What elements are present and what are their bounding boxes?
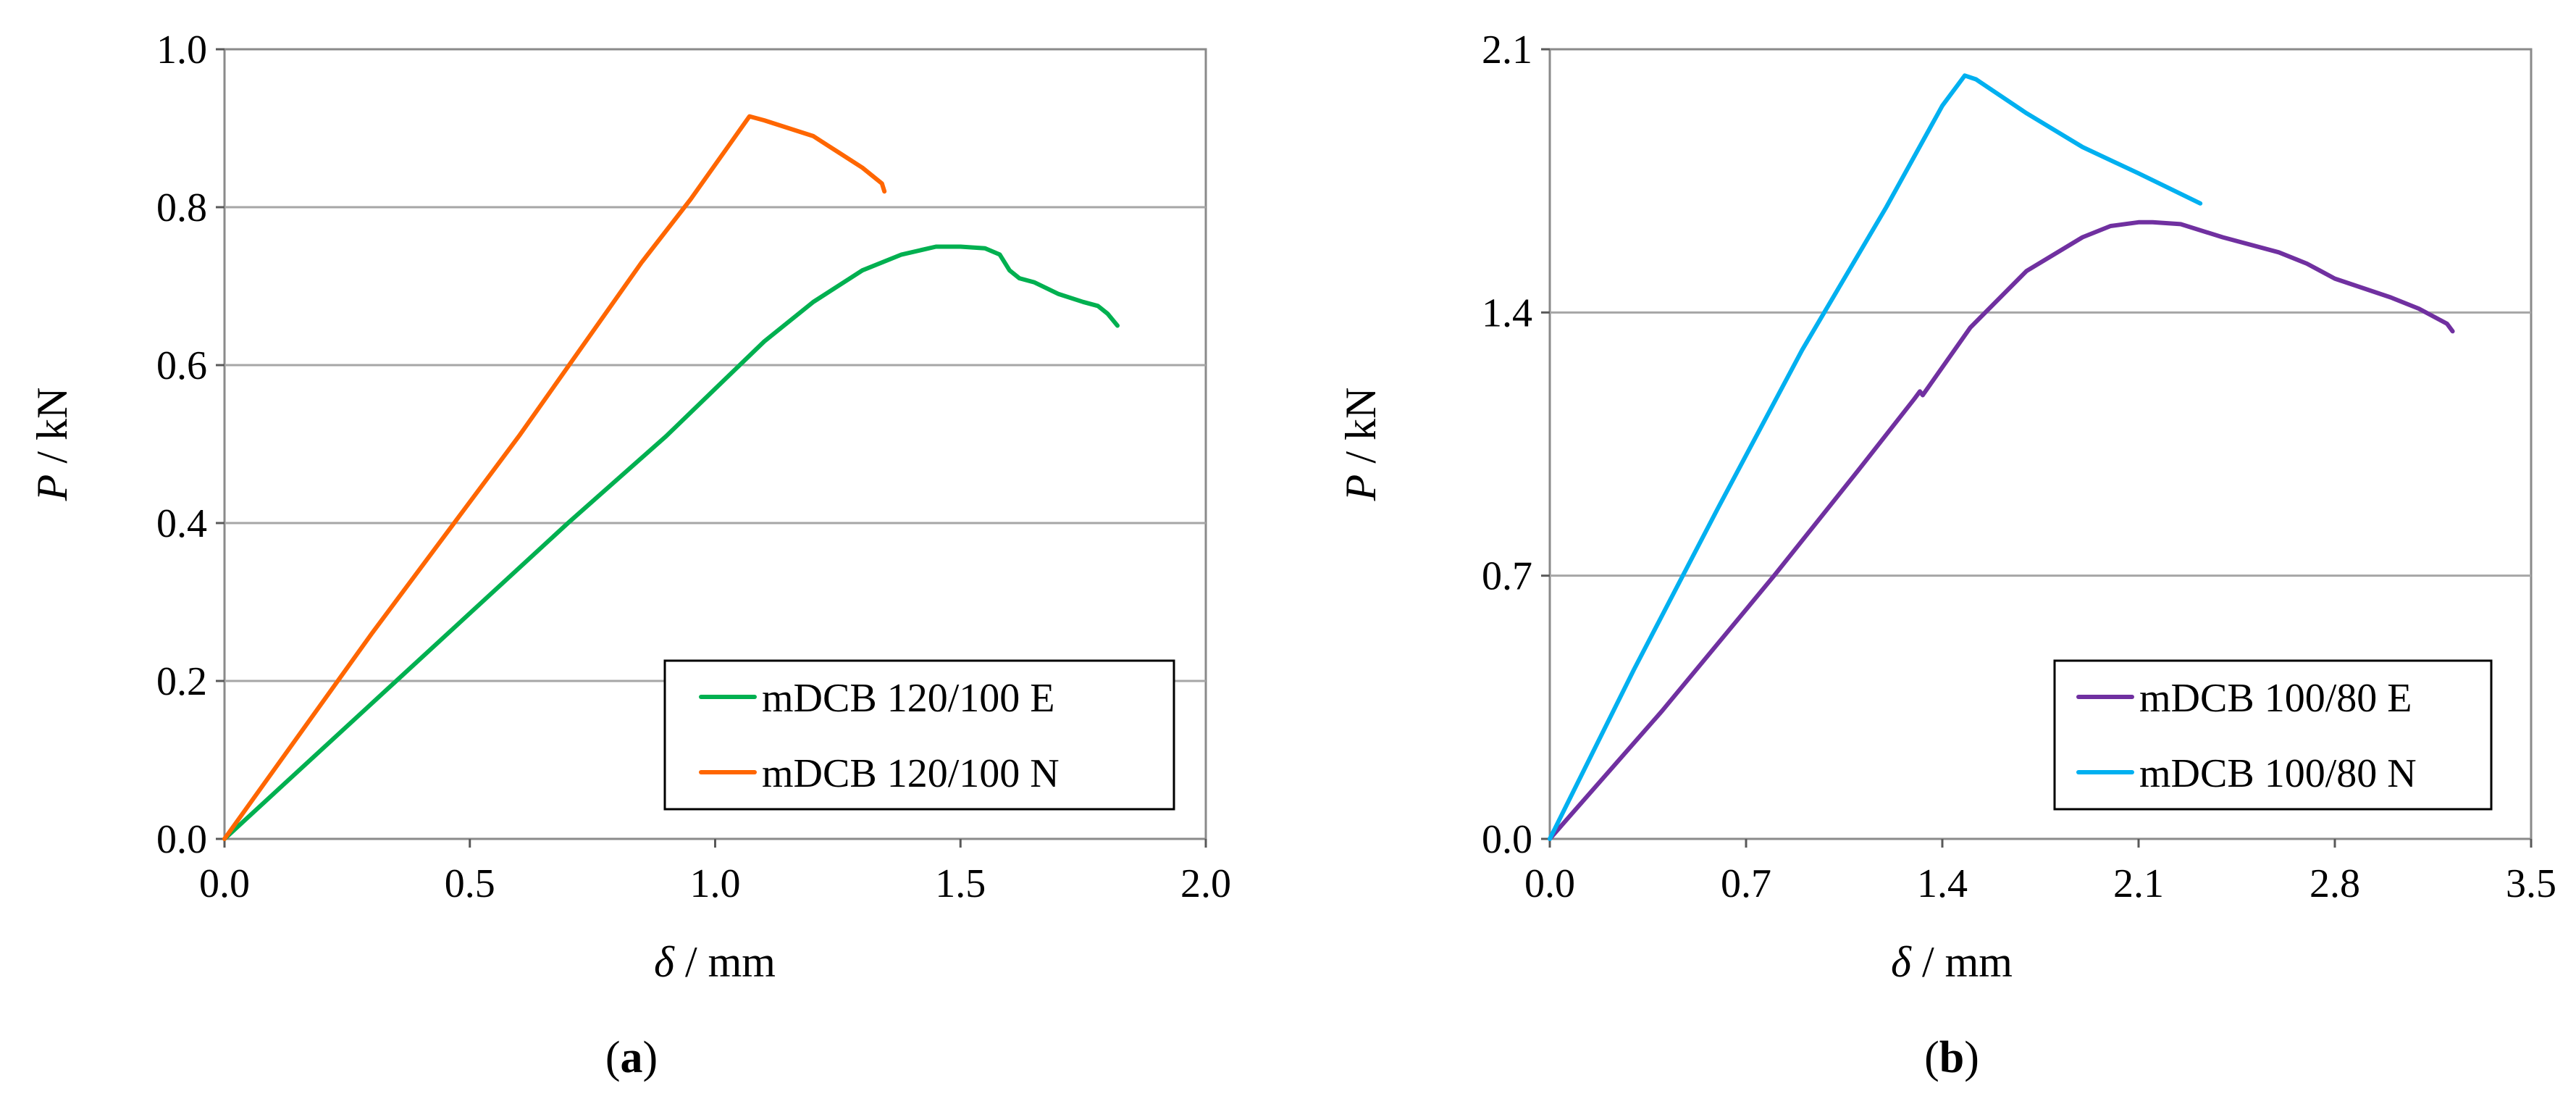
x-tick-label: 0.0 xyxy=(199,861,250,906)
chart-b: 0.0 0.7 1.4 2.1 2.8 3.5 0.0 0.7 1.4 2.1 δ / mm P… xyxy=(1337,28,2556,1082)
x-tick-label: 0.5 xyxy=(445,861,495,906)
x-axis-symbol: δ xyxy=(654,938,675,986)
x-tick-label: 1.4 xyxy=(1917,861,1968,906)
series-line xyxy=(222,244,1120,841)
tick-marks xyxy=(216,48,1207,848)
x-axis-symbol: δ xyxy=(1891,938,1912,986)
panel-label: (a) xyxy=(605,1033,658,1082)
series-line xyxy=(222,114,887,841)
legend-box xyxy=(2053,659,2493,811)
series-lines xyxy=(222,114,1120,841)
y-tick-labels: 0.0 0.2 0.4 0.6 0.8 1.0 xyxy=(156,28,207,862)
x-axis-unit: / mm xyxy=(674,938,776,986)
y-tick-label: 0.8 xyxy=(156,185,207,230)
gridlines xyxy=(1550,311,2531,577)
x-tick-label: 0.0 xyxy=(1524,861,1575,906)
x-tick-label: 2.1 xyxy=(2113,861,2164,906)
x-tick-label: 1.5 xyxy=(935,861,986,906)
y-tick-label: 0.7 xyxy=(1482,554,1532,599)
y-tick-label: 1.4 xyxy=(1482,290,1532,335)
y-tick-label: 0.4 xyxy=(156,501,207,546)
panel-label: (b) xyxy=(1924,1033,1979,1082)
y-tick-label: 0.0 xyxy=(1482,817,1532,862)
y-tick-label: 2.1 xyxy=(1482,28,1532,72)
x-tick-labels: 0.0 0.7 1.4 2.1 2.8 3.5 xyxy=(1524,861,2556,906)
x-tick-label: 2.0 xyxy=(1180,861,1231,906)
y-tick-label: 0.6 xyxy=(156,343,207,388)
x-tick-label: 0.7 xyxy=(1721,861,1771,906)
y-axis-symbol: P xyxy=(1337,475,1385,502)
y-axis-unit: / kN xyxy=(1337,388,1385,475)
legend-label: mDCB 120/100 N xyxy=(762,751,1060,796)
y-tick-label: 0.0 xyxy=(156,817,207,862)
panel-letter: b xyxy=(1939,1033,1964,1082)
y-tick-label: 1.0 xyxy=(156,28,207,72)
x-tick-label: 2.8 xyxy=(2309,861,2360,906)
chart-a: 0.0 0.5 1.0 1.5 2.0 0.0 0.2 0.4 0.6 0.8 1.0 δ / m… xyxy=(28,28,1231,1082)
y-axis-label: P / kN xyxy=(1337,388,1385,502)
series-line xyxy=(1548,220,2455,841)
legend: mDCB 100/80 E mDCB 100/80 N xyxy=(2053,659,2493,811)
x-axis-label: δ / mm xyxy=(654,938,776,986)
x-tick-labels: 0.0 0.5 1.0 1.5 2.0 xyxy=(199,861,1231,906)
x-axis-label: δ / mm xyxy=(1891,938,2013,986)
y-axis-label: P / kN xyxy=(28,388,76,502)
legend-label: mDCB 120/100 E xyxy=(762,676,1054,721)
panel-letter: a xyxy=(621,1033,643,1082)
series-line xyxy=(1548,73,2203,841)
x-axis-unit: / mm xyxy=(1911,938,2013,986)
y-axis-symbol: P xyxy=(28,475,76,502)
legend-box xyxy=(663,659,1175,811)
series-lines xyxy=(1548,73,2455,841)
legend-label: mDCB 100/80 E xyxy=(2139,676,2412,721)
legend: mDCB 120/100 E mDCB 120/100 N xyxy=(663,659,1175,811)
x-tick-label: 1.0 xyxy=(690,861,741,906)
legend-label: mDCB 100/80 N xyxy=(2139,751,2417,796)
y-tick-label: 0.2 xyxy=(156,659,207,704)
x-tick-label: 3.5 xyxy=(2506,861,2556,906)
y-axis-unit: / kN xyxy=(28,388,76,475)
y-tick-labels: 0.0 0.7 1.4 2.1 xyxy=(1482,28,1532,862)
